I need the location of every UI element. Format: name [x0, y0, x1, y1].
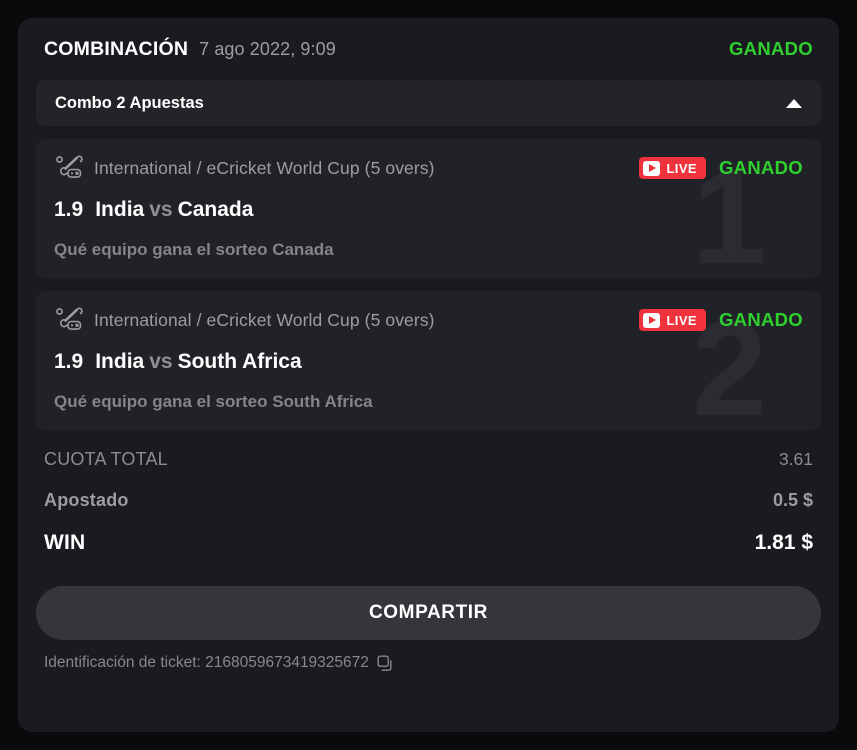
summary-row-total-odds: CUOTA TOTAL 3.61	[44, 449, 813, 490]
bet-market: Qué equipo gana el sorteo Canada	[54, 240, 334, 259]
bet-selection-row[interactable]: 2 International / eCricket World Cup (5 …	[36, 291, 821, 430]
ticket-summary: CUOTA TOTAL 3.61 Apostado 0.5 $ WIN 1.81…	[36, 443, 821, 572]
live-badge: LIVE	[639, 157, 706, 179]
page-title: COMBINACIÓN	[44, 37, 189, 60]
ticket-id-label: Identificación de ticket: 21680596734193…	[44, 654, 369, 671]
summary-row-stake: Apostado 0.5 $	[44, 490, 813, 531]
bet-header: International / eCricket World Cup (5 ov…	[54, 307, 803, 333]
copy-icon[interactable]	[377, 655, 394, 672]
stake-value: 0.5 $	[772, 490, 813, 510]
bet-odds: 1.9	[54, 198, 84, 221]
status-badge: GANADO	[728, 38, 813, 59]
play-icon	[643, 312, 661, 328]
bet-match: 1.9 India vs Canada	[54, 198, 803, 222]
share-button[interactable]: COMPARTIR	[36, 586, 821, 640]
home-team: India	[95, 198, 145, 221]
bet-status-badge: GANADO	[718, 157, 803, 178]
away-team: South Africa	[177, 350, 302, 373]
bet-status-badge: GANADO	[718, 309, 803, 330]
ticket-header: COMBINACIÓN 7 ago 2022, 9:09 GANADO	[36, 18, 821, 80]
combo-toggle[interactable]: Combo 2 Apuestas	[36, 80, 821, 126]
stake-label: Apostado	[44, 490, 129, 510]
live-label: LIVE	[666, 160, 697, 176]
play-icon	[643, 160, 661, 176]
league-name: International / eCricket World Cup (5 ov…	[94, 157, 435, 178]
home-team: India	[95, 350, 145, 373]
combo-label: Combo 2 Apuestas	[55, 93, 204, 112]
ticket-id-row: Identificación de ticket: 21680596734193…	[36, 654, 821, 672]
ecricket-icon	[54, 307, 84, 333]
bet-selection-row[interactable]: 1 International / eCricket World Cup (5 …	[36, 139, 821, 278]
win-value: 1.81 $	[754, 531, 813, 554]
bet-odds: 1.9	[54, 350, 84, 373]
bet-ticket-card: COMBINACIÓN 7 ago 2022, 9:09 GANADO Comb…	[18, 18, 839, 732]
bet-match: 1.9 India vs South Africa	[54, 350, 803, 374]
total-odds-label: CUOTA TOTAL	[44, 449, 168, 469]
win-label: WIN	[44, 531, 86, 554]
ticket-date: 7 ago 2022, 9:09	[199, 38, 336, 59]
away-team: Canada	[177, 198, 254, 221]
ecricket-icon	[54, 155, 84, 181]
live-label: LIVE	[666, 312, 697, 328]
bet-market: Qué equipo gana el sorteo South Africa	[54, 392, 373, 411]
chevron-up-icon[interactable]	[786, 98, 802, 108]
vs-label: vs	[149, 350, 173, 373]
total-odds-value: 3.61	[778, 449, 813, 469]
live-badge: LIVE	[639, 309, 706, 331]
summary-row-win: WIN 1.81 $	[44, 531, 813, 572]
vs-label: vs	[149, 198, 173, 221]
bet-header: International / eCricket World Cup (5 ov…	[54, 155, 803, 181]
league-name: International / eCricket World Cup (5 ov…	[94, 309, 435, 330]
